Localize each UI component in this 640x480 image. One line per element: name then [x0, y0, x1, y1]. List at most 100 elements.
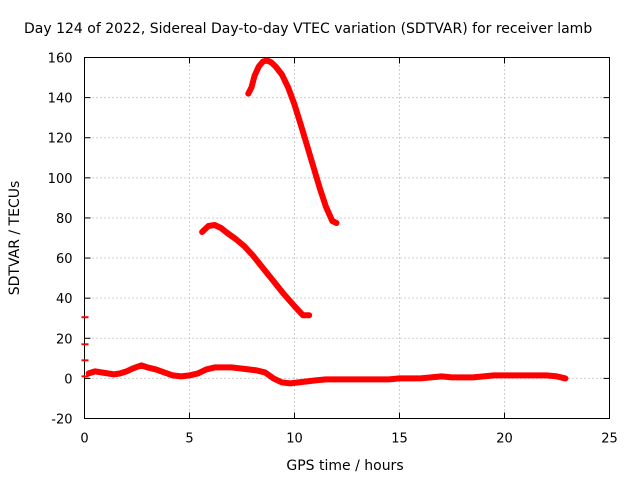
data-point — [292, 303, 297, 309]
data-point — [279, 72, 285, 77]
edge-marks — [81, 316, 89, 378]
y-tick-label: -20 — [51, 413, 72, 428]
data-point — [218, 225, 224, 231]
y-tick-label: 160 — [48, 52, 73, 67]
y-tick-label: 140 — [48, 92, 73, 107]
grid-lines — [84, 57, 610, 419]
data-point — [245, 91, 251, 97]
data-point — [313, 377, 318, 383]
chart-title: Day 124 of 2022, Sidereal Day-to-day VTE… — [24, 21, 592, 37]
y-tick-label: 80 — [56, 212, 73, 227]
data-point — [237, 365, 243, 371]
data-point — [245, 366, 251, 372]
data-point — [130, 365, 136, 371]
x-tick-label: 10 — [286, 432, 303, 447]
data-point — [220, 364, 226, 370]
data-point — [306, 312, 312, 318]
data-point — [285, 85, 291, 91]
data-point — [365, 376, 371, 382]
x-tick-label: 5 — [185, 432, 193, 447]
data-point — [250, 252, 255, 258]
y-axis-label: SDTVAR / TECUs — [7, 181, 23, 296]
data-point — [241, 243, 247, 249]
data-point — [256, 64, 262, 69]
data-point — [145, 364, 150, 370]
data-point — [449, 374, 455, 380]
data-point — [271, 375, 276, 381]
data-point — [376, 376, 381, 382]
data-point — [260, 265, 266, 271]
data-point — [470, 374, 476, 380]
data-point — [271, 278, 276, 284]
data-point — [544, 372, 549, 378]
data-point — [460, 374, 465, 380]
data-series — [85, 57, 569, 387]
data-point — [292, 102, 297, 108]
data-point — [355, 376, 360, 382]
data-point — [439, 373, 444, 379]
data-point — [262, 369, 268, 375]
series-baseline — [85, 362, 569, 387]
data-point — [310, 164, 316, 170]
series-middle-arc — [199, 222, 313, 319]
data-point — [98, 369, 104, 375]
data-point — [287, 380, 293, 386]
series-line-upper-arc — [245, 57, 340, 226]
data-point — [111, 371, 117, 377]
data-point — [554, 373, 560, 379]
data-point — [203, 366, 209, 372]
data-point — [153, 366, 159, 372]
x-tick-label: 25 — [601, 432, 618, 447]
data-point — [397, 375, 402, 381]
data-point — [562, 375, 568, 381]
data-point — [386, 376, 392, 382]
data-point — [124, 368, 129, 374]
x-axis-label: GPS time / hours — [286, 458, 403, 474]
data-point — [491, 372, 497, 378]
data-point — [317, 185, 323, 191]
plot-frame — [84, 57, 610, 419]
data-point — [138, 362, 144, 368]
y-tick-label: 60 — [56, 252, 73, 267]
data-point — [199, 229, 205, 235]
data-point — [523, 372, 528, 378]
data-point — [252, 73, 258, 79]
data-point — [407, 375, 413, 381]
data-point — [105, 370, 111, 376]
data-point — [279, 379, 285, 385]
y-tick-label: 100 — [48, 172, 73, 187]
data-point — [264, 58, 270, 63]
data-point — [502, 372, 507, 378]
data-point — [533, 372, 539, 378]
data-point — [300, 312, 306, 318]
data-point — [512, 372, 518, 378]
data-point — [481, 373, 486, 379]
data-point — [229, 364, 234, 370]
data-point — [273, 64, 279, 69]
data-point — [260, 59, 266, 64]
data-point — [161, 369, 167, 375]
data-point — [224, 230, 230, 236]
x-tick-label: 15 — [391, 432, 408, 447]
y-tick-label: 20 — [56, 332, 73, 347]
data-point — [268, 60, 274, 65]
data-point — [323, 376, 329, 382]
x-tick-label: 20 — [496, 432, 513, 447]
data-point — [233, 236, 239, 242]
data-point — [334, 376, 339, 382]
data-point — [334, 220, 339, 226]
data-point — [344, 376, 350, 382]
data-point — [418, 375, 423, 381]
y-tick-label: 120 — [48, 132, 73, 147]
data-point — [205, 223, 211, 229]
data-point — [323, 204, 329, 210]
data-point — [212, 364, 218, 370]
data-point — [195, 370, 201, 376]
data-point — [304, 378, 310, 384]
data-point — [428, 374, 434, 380]
data-point — [86, 370, 92, 376]
y-tick-label: 40 — [56, 292, 73, 307]
data-point — [298, 122, 304, 128]
data-point — [254, 367, 260, 373]
